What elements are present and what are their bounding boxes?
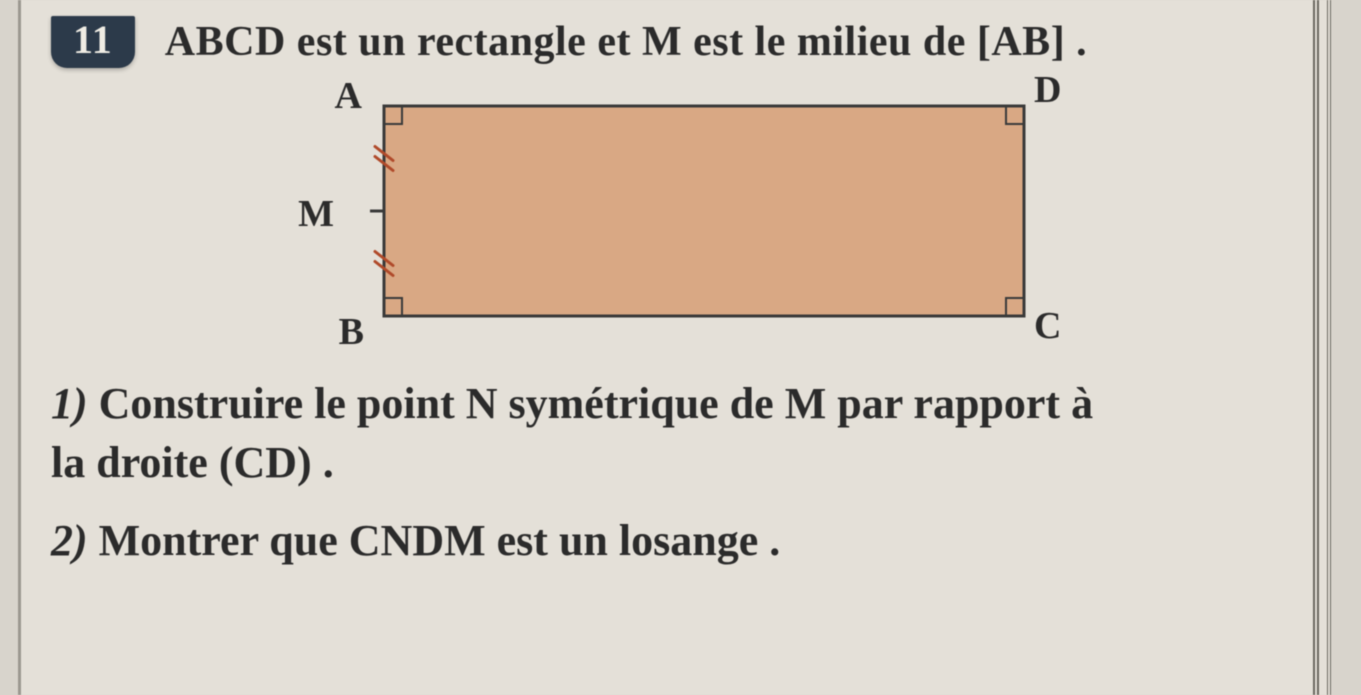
figure-wrapper: A D B C M xyxy=(51,76,1297,356)
q2-text: Montrer que CNDM est un losange . xyxy=(88,516,781,565)
svg-text:M: M xyxy=(298,193,334,235)
exercise-number: 11 xyxy=(73,17,113,62)
q1-lead: 1) xyxy=(51,379,88,428)
svg-text:C: C xyxy=(1034,305,1061,347)
page-border-right xyxy=(1313,0,1319,695)
question-2: 2) Montrer que CNDM est un losange . xyxy=(51,511,1297,570)
svg-text:A: A xyxy=(335,76,363,117)
svg-text:B: B xyxy=(339,311,364,353)
exercise-number-badge: 11 xyxy=(51,16,135,68)
exercise-statement: ABCD est un rectangle et M est le milieu… xyxy=(165,18,1087,66)
q1-line1: Construire le point N symétrique de M pa… xyxy=(88,379,1093,428)
rectangle-figure: A D B C M xyxy=(264,76,1084,356)
svg-text:D: D xyxy=(1034,76,1061,111)
page: 11 ABCD est un rectangle et M est le mil… xyxy=(18,0,1331,695)
q1-line2: la droite (CD) . xyxy=(51,438,334,487)
header-row: 11 ABCD est un rectangle et M est le mil… xyxy=(51,16,1297,68)
question-1: 1) Construire le point N symétrique de M… xyxy=(51,374,1297,493)
q2-lead: 2) xyxy=(51,516,88,565)
